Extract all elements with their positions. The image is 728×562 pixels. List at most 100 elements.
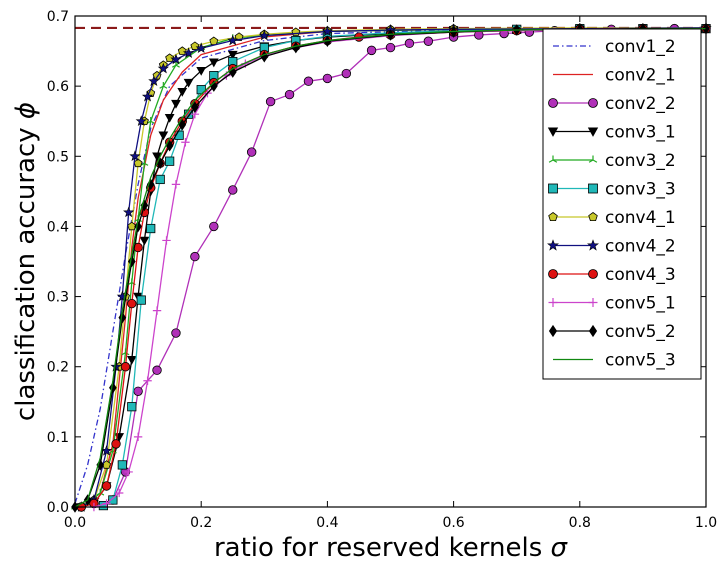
legend-item: conv3_3 (548, 180, 676, 200)
data-point (170, 53, 182, 65)
data-point (449, 26, 458, 38)
x-axis-label: ratio for reserved kernels σ (214, 533, 569, 562)
data-point (548, 212, 558, 222)
data-point (228, 185, 238, 195)
data-point (196, 66, 207, 76)
y-tick-label: 0.1 (47, 430, 69, 446)
data-point (139, 236, 150, 246)
data-point (587, 239, 599, 251)
data-point (135, 115, 147, 126)
x-tick-label: 0.0 (64, 515, 86, 531)
data-point (386, 29, 395, 41)
data-point (227, 50, 238, 60)
data-point (303, 76, 314, 86)
data-point (341, 68, 352, 79)
x-tick-label: 0.2 (190, 515, 212, 531)
data-point (117, 460, 127, 470)
data-point (136, 295, 146, 305)
data-point (127, 298, 137, 309)
legend-item: conv4_3 (548, 265, 676, 285)
data-point (171, 180, 181, 189)
data-point (588, 269, 598, 279)
data-point (227, 34, 239, 46)
legend-item: conv5_2 (548, 322, 676, 342)
legend-label: conv3_3 (605, 180, 676, 200)
data-point (323, 35, 332, 48)
y-tick-label: 0.6 (47, 79, 69, 95)
legend-item: conv3_2 (548, 151, 676, 171)
legend-item: conv4_2 (547, 237, 676, 257)
data-point (588, 183, 598, 194)
data-point (129, 150, 141, 162)
legend-label: conv4_3 (605, 265, 676, 285)
data-point (588, 212, 598, 222)
legend-label: conv4_1 (605, 208, 676, 228)
data-point (111, 439, 121, 449)
legend-box (542, 28, 702, 380)
data-point (171, 99, 181, 109)
legend-label: conv2_2 (605, 94, 676, 114)
ticks-layer: 0.0 0.2 0.4 0.6 0.8 1.0 0.0 0.1 0.2 0.3 0.4 0.5 0.6 0… (47, 9, 717, 531)
data-point (133, 432, 143, 442)
data-point (183, 78, 194, 88)
data-point (181, 138, 190, 147)
data-point (588, 98, 598, 108)
series-line (103, 27, 706, 507)
legend-label: conv4_2 (605, 237, 676, 257)
y-tick-label: 0.0 (47, 500, 69, 516)
data-point (322, 73, 333, 84)
data-point (162, 236, 171, 245)
data-point (548, 298, 558, 307)
data-point (190, 251, 200, 262)
legend-label: conv5_1 (605, 294, 676, 314)
series-line (74, 27, 707, 508)
y-tick-label: 0.3 (47, 290, 69, 306)
x-tick-label: 0.4 (316, 515, 338, 531)
data-point (547, 127, 559, 137)
legend-item: conv2_1 (553, 66, 676, 86)
data-point (146, 223, 156, 234)
data-point (148, 75, 160, 87)
plot-frame (74, 15, 707, 508)
legend-item: conv5_3 (553, 351, 676, 371)
legend-item: conv3_1 (547, 123, 676, 143)
data-point (321, 25, 334, 37)
data-point (404, 38, 415, 49)
y-tick-label: 0.2 (47, 360, 69, 376)
data-point (165, 156, 175, 166)
legend-label: conv2_1 (605, 66, 676, 86)
data-point (152, 365, 162, 375)
data-point (588, 324, 598, 338)
legend-item: conv2_2 (548, 94, 676, 114)
data-point (120, 362, 131, 372)
data-point (548, 98, 558, 108)
data-point (126, 355, 137, 365)
data-point (124, 467, 133, 477)
data-point (177, 87, 188, 97)
data-point (158, 131, 169, 141)
data-point (548, 155, 558, 163)
y-axis-label: classification accuracy ϕ (11, 102, 41, 421)
x-tick-label: 0.6 (442, 515, 464, 531)
legend: conv1_2 conv2_1 conv2_2 conv3_1 conv3_2 conv3… (542, 28, 702, 380)
legend-label: conv5_3 (605, 351, 676, 371)
data-point (385, 42, 396, 53)
data-point (178, 118, 187, 131)
data-point (177, 46, 187, 55)
data-point (548, 324, 558, 338)
data-point (164, 113, 175, 123)
data-point (101, 481, 112, 491)
data-point (165, 53, 175, 62)
data-point (423, 36, 434, 46)
data-point (152, 306, 162, 315)
x-tick-label: 1.0 (695, 515, 717, 531)
data-point (159, 81, 168, 89)
data-point (548, 269, 558, 279)
data-point (123, 206, 135, 218)
data-point (141, 90, 154, 102)
legend-item: conv5_1 (548, 294, 676, 314)
data-point (366, 45, 377, 56)
data-point (157, 62, 169, 74)
data-point (102, 499, 111, 508)
series-layer (71, 22, 712, 513)
